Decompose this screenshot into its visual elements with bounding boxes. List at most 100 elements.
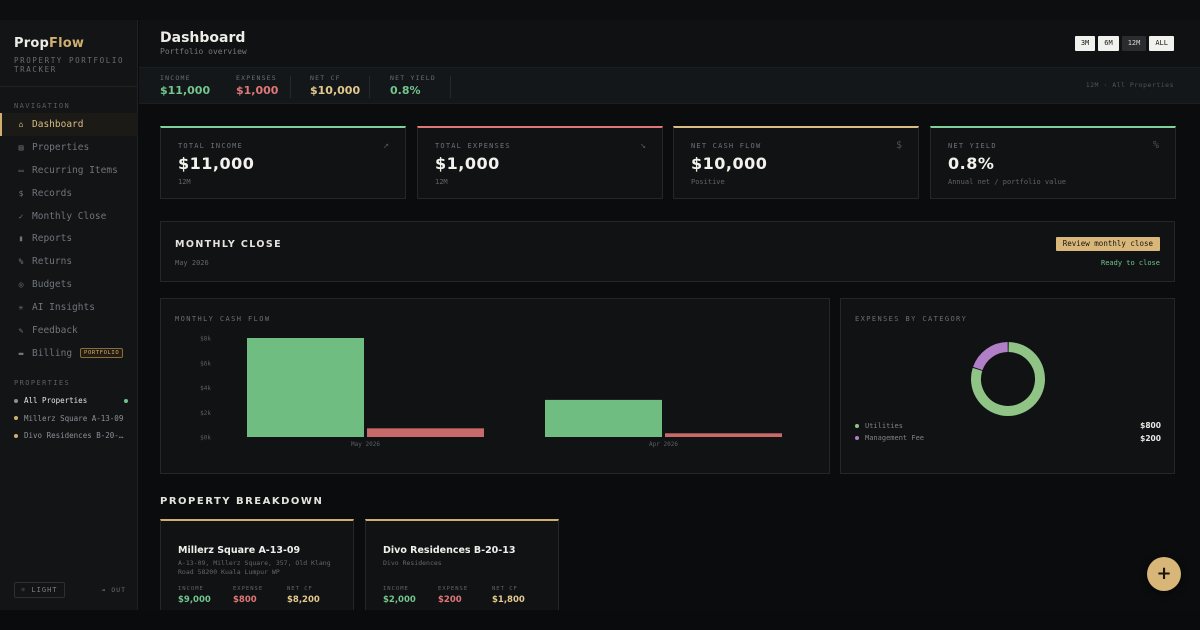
expenses-donut-chart [971,342,1045,416]
kpi-label: INCOME [160,74,191,82]
sidebar-item-dashboard[interactable]: ⌂ Dashboard [0,113,138,136]
property-income-stat: INCOME $9,000 [178,586,211,605]
property-filter-list: All Properties Millerz Square A-13-09 Divo… [14,392,132,445]
sidebar-item-billing[interactable]: ▬ Billing PORTFOLIO [0,342,138,365]
sidebar-item-properties[interactable]: ▤ Properties [0,136,138,159]
property-filter-label: All Properties [24,396,88,406]
expenses-panel-label: EXPENSES BY CATEGORY [855,315,968,323]
add-fab-button[interactable]: + [1147,557,1181,591]
legend-item: Utilities $800 [855,421,1161,430]
property-netcf-stat: NET CF $8,200 [287,586,320,605]
sidebar-item-returns[interactable]: % Returns [0,250,138,273]
donut-slice-utilities[interactable] [971,342,1045,416]
cash-flow-panel: MONTHLY CASH FLOW $8k $6k $4k $2k $0k May 202… [160,298,830,474]
review-monthly-close-button[interactable]: Review monthly close [1055,237,1160,251]
expenses-panel: EXPENSES BY CATEGORY Utilities $800 Manage… [840,298,1175,474]
brand-logo[interactable]: PropFlow [14,36,84,51]
income-bar[interactable] [545,399,662,437]
monthly-close-title: MONTHLY CLOSE [175,239,282,250]
sidebar-item-label: Records [32,187,73,199]
page-header: Dashboard Portfolio overview 3M 6M 12M ALL [139,20,1200,67]
sidebar-item-budgets[interactable]: ◎ Budgets [0,273,138,296]
property-income-stat: INCOME $2,000 [383,586,416,605]
range-all-button[interactable]: ALL [1149,36,1174,51]
expense-bar[interactable] [367,428,484,437]
range-6m-button[interactable]: 6M [1098,36,1119,51]
sidebar-item-monthly-close[interactable]: ✓ Monthly Close [0,205,138,228]
stat-label: NET YIELD [948,142,997,150]
sidebar-item-ai-insights[interactable]: ✳ AI Insights [0,296,138,319]
sidebar-item-recurring-items[interactable]: ▭ Recurring Items [0,159,138,182]
kpi-label: NET CF [310,74,341,82]
sidebar-item-reports[interactable]: ▮ Reports [0,227,138,250]
brand-subtitle: PROPERTY PORTFOLIO TRACKER [14,56,125,74]
stat-card-net-cash-flow: NET CASH FLOW $10,000 Positive $ [673,126,919,199]
property-filter-item[interactable]: Divo Residences B-20-… [14,427,132,445]
property-filter-item[interactable]: All Properties [14,392,132,410]
stat-card-total-income: TOTAL INCOME $11,000 12M ↗ [160,126,406,199]
sidebar-item-label: Monthly Close [32,210,107,222]
light-mode-toggle[interactable]: ☼ LIGHT [14,582,65,598]
property-stat-label: EXPENSE [438,586,469,592]
stat-value: 0.8% [948,154,995,173]
stat-label: TOTAL EXPENSES [435,142,511,150]
plus-icon: + [1156,563,1172,584]
stat-subtext: 12M [435,178,448,186]
y-tick-label: $2k [200,410,211,417]
kpi-separator [290,76,291,98]
property-card[interactable]: Divo Residences B-20-13 Divo Residences IN… [365,519,559,610]
stat-subtext: Positive [691,178,725,186]
property-name: Millerz Square A-13-09 [178,545,301,556]
sidebar-item-feedback[interactable]: ✎ Feedback [0,319,138,342]
sidebar: PropFlow PROPERTY PORTFOLIO TRACKER NAVI… [0,20,138,610]
selected-indicator [124,398,128,403]
kpi-value: $10,000 [310,84,361,97]
kpi-scope-label: 12M · All Properties [1085,81,1174,89]
sidebar-item-label: Reports [32,233,73,245]
legend-value: $800 [1140,421,1161,430]
stat-subtext: 12M [178,178,191,186]
property-address: Divo Residences [383,559,442,567]
legend-label: Management Fee [865,434,925,442]
range-12m-button[interactable]: 12M [1121,36,1147,51]
property-color-dot [14,433,18,438]
legend-item: Management Fee $200 [855,434,1161,443]
dollar-icon: $ [895,140,902,151]
legend-value: $200 [1140,433,1161,443]
stat-value: $10,000 [691,154,768,173]
dollar-icon: $ [18,188,24,198]
property-netcf-stat: NET CF $1,800 [492,586,525,605]
sidebar-item-records[interactable]: $ Records [0,182,138,205]
property-stat-label: EXPENSE [233,586,264,592]
property-stat-value: $200 [438,595,462,605]
trend-down-icon: ↘ [639,140,646,151]
property-stat-label: INCOME [383,586,409,592]
property-filter-item[interactable]: Millerz Square A-13-09 [14,410,132,428]
monthly-close-panel: MONTHLY CLOSE May 2026 Review monthly cl… [160,221,1175,282]
property-filter-label: Divo Residences B-20-… [24,431,124,441]
property-filter-label: Millerz Square A-13-09 [24,413,124,423]
logout-button[interactable]: ⇥ OUT [101,586,126,594]
plan-badge: PORTFOLIO [80,348,124,359]
property-color-dot [14,416,18,421]
kpi-separator [369,76,370,98]
sparkle-icon: ✳ [18,303,24,313]
property-breakdown-title: PROPERTY BREAKDOWN [160,496,324,507]
monthly-close-date: May 2026 [175,259,209,267]
bottom-strip [0,610,1200,630]
property-stat-value: $8,200 [287,595,320,605]
income-bar[interactable] [247,338,364,437]
kpi-strip: 12M · All Properties INCOME $11,000 EXPENS… [139,67,1200,104]
expense-bar[interactable] [665,433,782,437]
y-tick-label: $8k [200,336,211,343]
property-card[interactable]: Millerz Square A-13-09 A-13-09, Millerz S… [160,519,354,610]
top-strip [0,0,1200,20]
range-3m-button[interactable]: 3M [1074,36,1096,51]
donut-slice-management-fee[interactable] [973,342,1009,371]
stat-label: NET CASH FLOW [691,142,762,150]
percent-icon: % [1152,140,1159,151]
calendar-icon: ▭ [18,165,24,175]
stat-card-net-yield: NET YIELD 0.8% Annual net / portfolio valu… [930,126,1176,199]
property-stat-label: NET CF [492,586,518,592]
property-address: A-13-09, Millerz Square, 357, Old Klang … [178,559,331,576]
